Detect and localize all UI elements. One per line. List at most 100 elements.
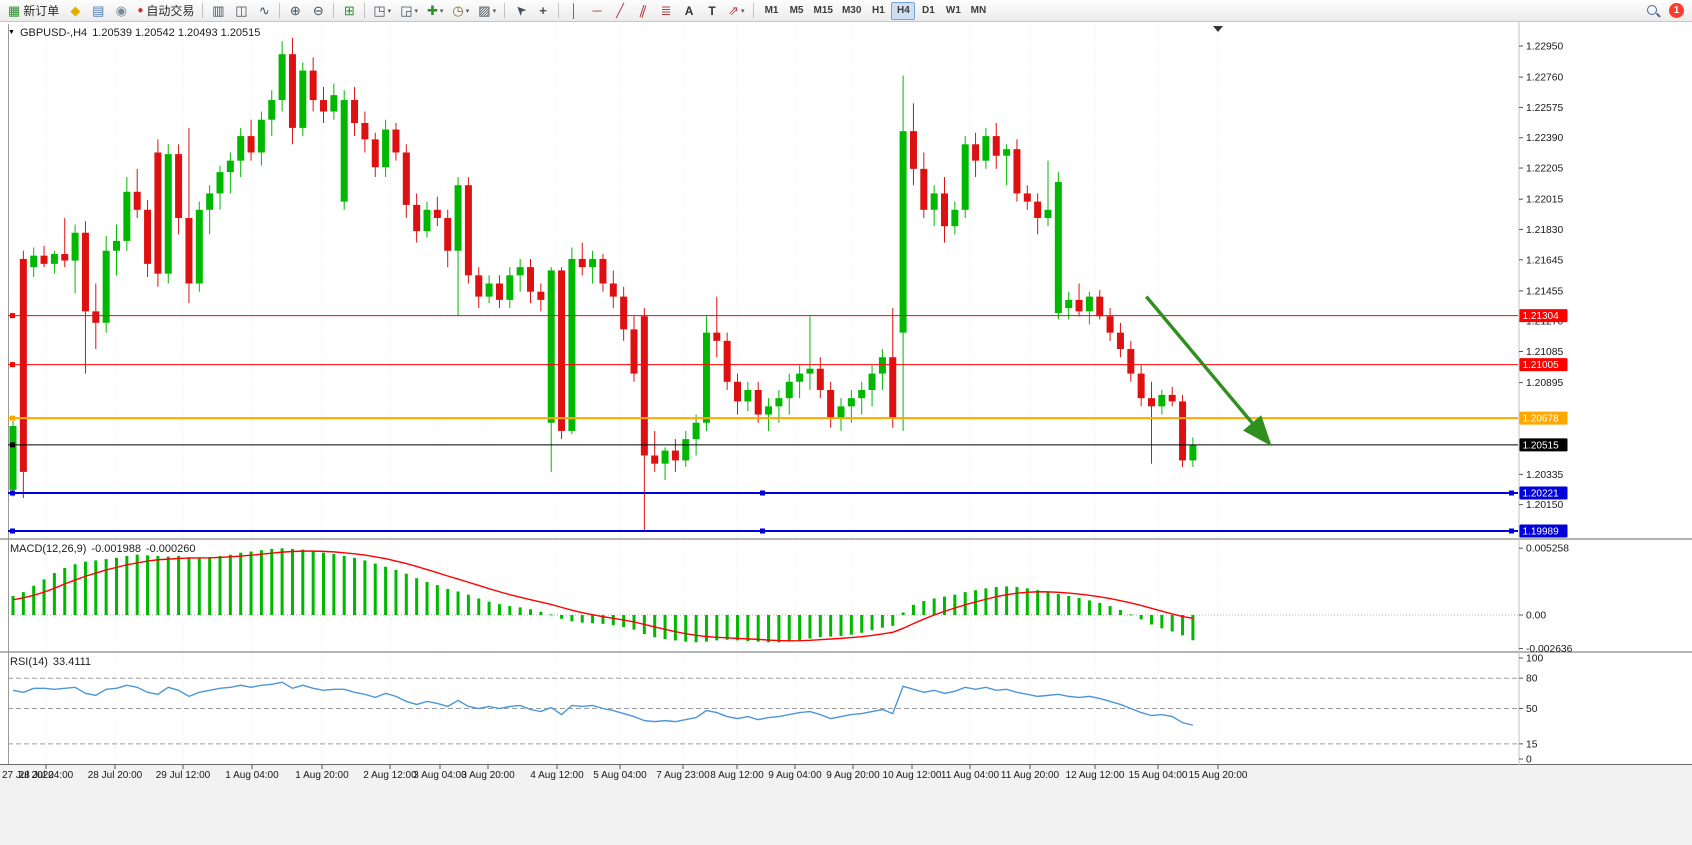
trend-arrow[interactable] [1145,295,1272,447]
timeframe-button-m1[interactable]: M1 [764,5,779,16]
svg-text:9 Aug 20:00: 9 Aug 20:00 [826,770,880,781]
template-icon: ▨ [478,3,491,18]
fibonacci-button[interactable]: ≣ [655,1,677,21]
macd-histogram [11,548,1195,643]
svg-text:1.20515: 1.20515 [1523,440,1560,451]
chart-canvas[interactable]: 1.22950 1.22760 1.22575 1.22390 1.22205 1.220… [0,22,1692,845]
add-indicator-icon: ✚ [427,3,438,18]
svg-text:1.21085: 1.21085 [1526,347,1563,358]
timeframe-button-d1[interactable]: D1 [922,5,935,16]
market-watch-button[interactable]: ▤ [87,1,109,21]
community-icon: ◉ [115,3,127,18]
horizontal-lines[interactable] [8,313,1518,534]
svg-text:1.21645: 1.21645 [1526,255,1563,266]
bar-chart-button[interactable]: ▥ [207,1,229,21]
cursor-icon: ➤ [510,1,530,20]
search-icon [1646,4,1660,18]
macd-signal-line [12,550,1194,642]
market-watch-icon: ▤ [92,3,105,18]
arrange-windows-button[interactable]: ◳ ▾ [369,1,395,21]
svg-text:3 Aug 20:00: 3 Aug 20:00 [461,770,515,781]
svg-text:1 Aug 20:00: 1 Aug 20:00 [295,770,349,781]
vertical-line-button[interactable]: │ [563,1,585,21]
tile-windows-button[interactable]: ⊞ [338,1,360,21]
timeframe-button-m30[interactable]: M30 [841,5,862,16]
price-tags: 1.21304 1.21005 1.20678 1.20515 1.20221 1.199… [1519,309,1568,538]
notification-badge[interactable]: 1 [1669,3,1684,18]
svg-text:1.21455: 1.21455 [1526,286,1563,297]
svg-text:9 Aug 04:00: 9 Aug 04:00 [768,770,822,781]
panel-splitter[interactable] [0,538,1692,540]
text-button[interactable]: A [678,1,700,21]
svg-text:4 Aug 12:00: 4 Aug 12:00 [530,770,584,781]
svg-text:5 Aug 04:00: 5 Aug 04:00 [593,770,647,781]
favorites-button[interactable]: ◆ [64,1,86,21]
price-tag [1519,524,1568,538]
horizontal-line-button[interactable]: ─ [586,1,608,21]
one-click-trading-toggle[interactable]: ▼ [8,29,15,36]
search-button[interactable] [1642,1,1664,21]
period-clock-icon: ◷ [452,3,464,18]
svg-text:8 Aug 12:00: 8 Aug 12:00 [710,770,764,781]
svg-text:1.21304: 1.21304 [1523,311,1560,322]
chart-shift-marker[interactable] [1213,26,1223,32]
svg-text:15: 15 [1526,739,1538,750]
template-button[interactable]: ▨ ▾ [474,1,500,21]
trendline-button[interactable]: ╱ [609,1,631,21]
svg-text:12 Aug 12:00: 12 Aug 12:00 [1066,770,1125,781]
candlesticks [9,37,1197,531]
new-order-button[interactable]: ▦ 新订单 [4,1,63,21]
label-button[interactable]: T [701,1,723,21]
cursor-button[interactable]: ➤ [509,1,531,21]
svg-text:11 Aug 04:00: 11 Aug 04:00 [941,770,1000,781]
svg-text:1.21830: 1.21830 [1526,225,1563,236]
period-button[interactable]: ◷ ▾ [448,1,473,21]
panel-splitter[interactable] [0,651,1692,653]
timeframe-button-mn[interactable]: MN [970,5,987,16]
candlestick-chart-icon: ◫ [235,3,248,18]
svg-text:11 Aug 20:00: 11 Aug 20:00 [1001,770,1060,781]
svg-text:15 Aug 04:00: 15 Aug 04:00 [1129,770,1188,781]
svg-text:1.22205: 1.22205 [1526,164,1563,175]
svg-text:1.20221: 1.20221 [1523,489,1560,500]
chevron-down-icon: ▾ [439,7,444,15]
arrows-icon: ⇗ [728,3,739,18]
svg-text:1.20678: 1.20678 [1523,414,1560,425]
favorites-icon: ◆ [70,3,81,18]
price-axis[interactable]: 1.22950 1.22760 1.22575 1.22390 1.22205 1.220… [1519,42,1573,766]
cascade-windows-button[interactable]: ◲ ▾ [396,1,422,21]
svg-text:2 Aug 12:00: 2 Aug 12:00 [363,770,417,781]
horizontal-line-icon: ─ [592,3,602,18]
timeframe-button-w1[interactable]: W1 [945,5,961,16]
price-tag [1519,411,1568,425]
arrows-button[interactable]: ⇗ ▾ [724,1,748,21]
chevron-down-icon: ▾ [741,7,745,15]
candlestick-chart-button[interactable]: ◫ [230,1,252,21]
price-tag [1519,309,1568,323]
tile-windows-icon: ⊞ [343,3,355,18]
channel-button[interactable]: ∥ [632,1,654,21]
line-chart-button[interactable]: ∿ [253,1,275,21]
timeframe-button-m5[interactable]: M5 [789,5,804,16]
toolbar-separator [752,3,754,18]
svg-text:28 Jul 04:00: 28 Jul 04:00 [19,770,74,781]
fibonacci-icon: ≣ [660,3,672,18]
svg-text:1.20150: 1.20150 [1526,500,1563,511]
svg-text:27 Jul 2022: 27 Jul 2022 [2,770,54,781]
timeframe-button-h4[interactable]: H4 [891,1,916,20]
zoom-in-button[interactable]: ⊕ [284,1,306,21]
svg-text:1.19989: 1.19989 [1523,527,1560,538]
community-button[interactable]: ◉ [110,1,132,21]
autotrade-button[interactable]: ● 自动交易 [133,1,198,21]
zoom-out-button[interactable]: ⊖ [307,1,329,21]
timeframe-button-h1[interactable]: H1 [872,5,885,16]
timeframe-button-m15[interactable]: M15 [813,5,833,16]
trendline-icon: ╱ [616,3,624,18]
toolbar-separator [279,3,281,18]
price-tag [1519,358,1568,372]
toolbar-separator [558,3,560,18]
crosshair-button[interactable]: + [532,1,554,21]
label-icon: T [708,3,716,18]
add-indicator-button[interactable]: ✚ ▾ [423,1,447,21]
